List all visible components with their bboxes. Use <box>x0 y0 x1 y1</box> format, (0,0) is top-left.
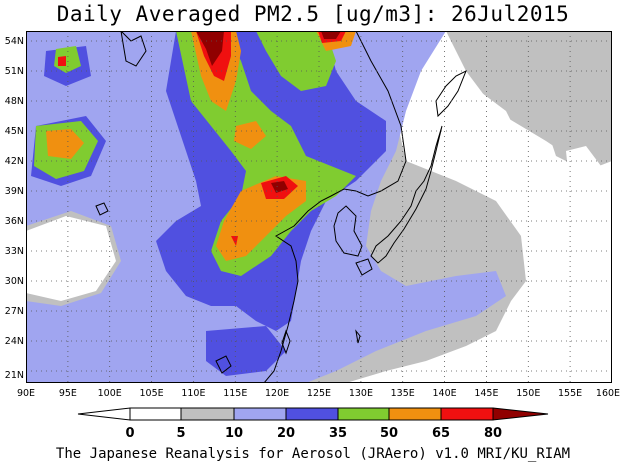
colorbar-segment-5-10 <box>180 407 235 421</box>
lat-label: 42N <box>5 156 24 167</box>
colorbar-label: 80 <box>484 426 502 441</box>
colorbar-segment-50-65 <box>388 407 442 421</box>
colorbar-over-triangle <box>492 407 549 421</box>
colorbar-label: 65 <box>432 426 450 441</box>
lon-label: 100E <box>98 388 122 399</box>
lat-label: 36N <box>5 216 24 227</box>
lat-label: 21N <box>5 370 24 381</box>
axis-labels: 54N 51N 48N 45N 42N 39N 36N 33N 30N 27N … <box>5 36 620 399</box>
lat-label: 48N <box>5 96 24 107</box>
colorbar-under-triangle <box>77 407 131 421</box>
lat-label: 39N <box>5 186 24 197</box>
lon-label: 125E <box>307 388 331 399</box>
colorbar-label: 10 <box>225 426 243 441</box>
colorbar-label: 0 <box>125 426 134 441</box>
lon-label: 155E <box>558 388 582 399</box>
lon-label: 115E <box>223 388 247 399</box>
lon-label: 160E <box>596 388 620 399</box>
lat-label: 27N <box>5 306 24 317</box>
pm25-map <box>26 31 612 383</box>
lon-label: 140E <box>433 388 457 399</box>
map-frame <box>26 31 612 383</box>
colorbar-label: 20 <box>277 426 295 441</box>
colorbar-segment-10-20 <box>233 407 287 421</box>
lon-label: 90E <box>17 388 35 399</box>
colorbar-segment-20-35 <box>285 407 339 421</box>
lat-label: 33N <box>5 246 24 257</box>
lon-label: 145E <box>474 388 498 399</box>
lat-label: 45N <box>5 126 24 137</box>
lon-label: 110E <box>181 388 205 399</box>
colorbar-label: 35 <box>329 426 347 441</box>
colorbar-segment-65-80 <box>440 407 494 421</box>
lon-label: 95E <box>59 388 77 399</box>
colorbar-segment-0-5 <box>129 407 182 421</box>
gridlines <box>26 31 612 383</box>
colorbar-label: 50 <box>380 426 398 441</box>
colorbar-tick-labels: 0 5 10 20 35 50 65 80 <box>125 426 502 441</box>
lon-label: 105E <box>140 388 164 399</box>
lon-label: 150E <box>516 388 540 399</box>
lat-label: 30N <box>5 276 24 287</box>
latitude-labels: 54N 51N 48N 45N 42N 39N 36N 33N 30N 27N … <box>5 36 24 381</box>
longitude-labels: 90E 95E 100E 105E 110E 115E 120E 125E 13… <box>17 388 620 399</box>
colorbar-segment-35-50 <box>337 407 390 421</box>
footer-credit: The Japanese Reanalysis for Aerosol (JRA… <box>55 446 571 462</box>
colorbar: 0 5 10 20 35 50 65 80 <box>77 407 549 441</box>
lon-label: 130E <box>349 388 373 399</box>
pm25-contour-gt80 <box>196 31 341 193</box>
lat-label: 24N <box>5 336 24 347</box>
map-title: Daily Averaged PM2.5 [ug/m3]: 26Jul2015 <box>56 2 570 26</box>
lat-label: 54N <box>5 36 24 47</box>
lat-label: 51N <box>5 66 24 77</box>
colorbar-label: 5 <box>176 426 185 441</box>
lon-label: 120E <box>265 388 289 399</box>
lon-label: 135E <box>391 388 415 399</box>
